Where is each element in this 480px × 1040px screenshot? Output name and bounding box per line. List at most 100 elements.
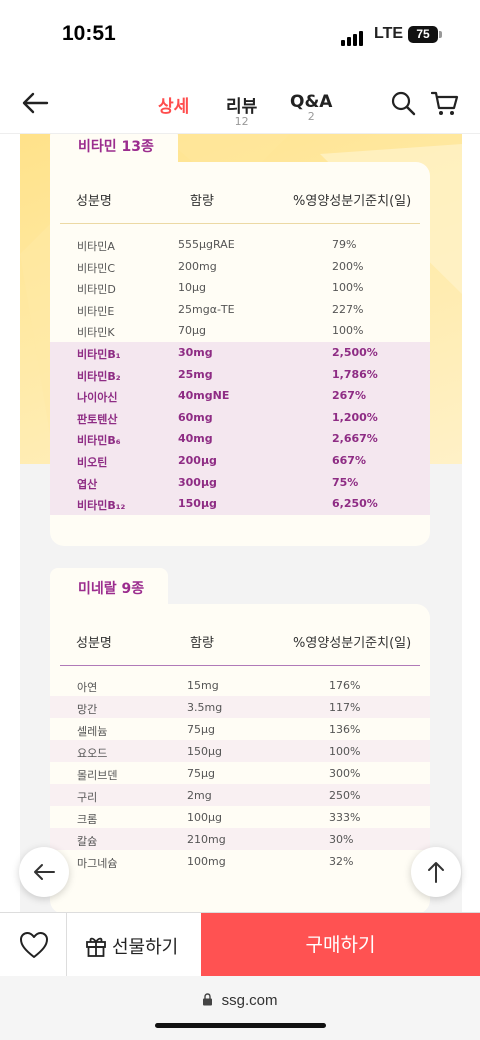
browser-url-bar[interactable]: ssg.com <box>0 976 480 1040</box>
buy-label: 구매하기 <box>305 934 376 956</box>
home-indicator[interactable] <box>155 1023 326 1028</box>
cell-percent: 250% <box>329 789 361 802</box>
cell-name: 비타민B₆ <box>77 434 121 448</box>
cell-percent: 176% <box>329 679 361 692</box>
table-row: 비타민B₂ 25mg 1,786% <box>50 363 430 386</box>
cell-amount: 75μg <box>187 767 215 780</box>
search-icon[interactable] <box>390 90 416 116</box>
vitamin-table-header: 성분명 함량 %영양성분기준치(일) <box>50 162 430 224</box>
table-row: 판토텐산 60mg 1,200% <box>50 406 430 429</box>
cell-amount: 210mg <box>187 833 226 846</box>
cell-name: 망간 <box>77 703 98 716</box>
mineral-section-tab: 미네랄 9종 <box>50 568 169 606</box>
cell-percent: 1,786% <box>332 367 378 381</box>
back-arrow-icon <box>34 864 55 880</box>
vitamin-table: 성분명 함량 %영양성분기준치(일) 비타민A 555μgRAE 79% 비타민C 20… <box>50 162 430 546</box>
cell-percent: 2,500% <box>332 345 378 359</box>
cell-percent: 2,667% <box>332 432 378 446</box>
buy-button[interactable]: 구매하기 <box>201 913 480 977</box>
cell-name: 마그네슘 <box>77 857 118 870</box>
signal-icon <box>341 27 365 46</box>
cell-name: 비타민D <box>77 283 116 297</box>
cell-percent: 136% <box>329 723 361 736</box>
cell-percent: 75% <box>332 475 359 489</box>
battery-icon: 75 <box>408 26 438 43</box>
gift-label: 선물하기 <box>112 937 179 958</box>
cell-amount: 75μg <box>187 723 215 736</box>
cell-name: 크롬 <box>77 813 98 826</box>
like-button[interactable] <box>0 913 67 977</box>
cell-amount: 30mg <box>178 345 213 359</box>
tab-qna[interactable]: Q&A 2 <box>290 92 332 123</box>
cell-amount: 100μg <box>187 811 222 824</box>
cell-name: 구리 <box>77 791 98 804</box>
cell-percent: 117% <box>329 701 361 714</box>
status-time: 10:51 <box>62 22 116 45</box>
vitamin-section-title: 비타민 13종 <box>78 139 154 155</box>
url-text: ssg.com <box>221 992 278 1009</box>
cell-name: 비타민B₂ <box>77 369 121 383</box>
cell-amount: 300μg <box>178 475 217 489</box>
table-row: 몰리브덴 75μg 300% <box>50 762 430 784</box>
col-header-percent: %영양성분기준치(일) <box>293 194 412 209</box>
col-header-amount: 함량 <box>190 194 214 209</box>
table-row: 비타민B₁ 30mg 2,500% <box>50 341 430 364</box>
url-display[interactable]: ssg.com <box>0 992 480 1009</box>
cell-amount: 15mg <box>187 679 219 692</box>
col-header-amount: 함량 <box>190 636 214 651</box>
gift-button[interactable]: 선물하기 <box>67 913 201 977</box>
table-row: 비타민B₁₂ 150μg 6,250% <box>50 493 430 515</box>
table-row: 마그네슘 100mg 32% <box>50 850 430 872</box>
tab-review-label: 리뷰 <box>226 97 258 117</box>
cart-icon[interactable] <box>430 90 459 116</box>
back-float-button[interactable] <box>19 847 69 897</box>
table-row: 칼슘 210mg 30% <box>50 828 430 850</box>
cell-name: 비타민B₁ <box>77 347 121 361</box>
top-nav: 상세 리뷰 12 Q&A 2 <box>0 70 480 134</box>
header-divider <box>60 223 420 224</box>
back-arrow-icon[interactable] <box>20 88 50 118</box>
cell-percent: 300% <box>329 767 361 780</box>
cell-amount: 40mg <box>178 432 213 446</box>
table-row: 아연 15mg 176% <box>50 674 430 696</box>
cell-name: 비타민C <box>77 261 116 275</box>
mineral-table-body: 아연 15mg 176% 망간 3.5mg 117% 셀레늄 75μg 136% 요오드 150μg… <box>50 674 430 872</box>
cell-percent: 6,250% <box>332 497 378 511</box>
cell-name: 비타민B₁₂ <box>77 499 126 513</box>
cell-amount: 150μg <box>187 745 222 758</box>
cell-percent: 1,200% <box>332 410 378 424</box>
vitamin-section-tab: 비타민 13종 <box>50 134 178 162</box>
cell-name: 셀레늄 <box>77 725 108 738</box>
table-row: 나이아신 40mgNE 267% <box>50 385 430 407</box>
tab-review[interactable]: 리뷰 12 <box>226 92 257 128</box>
table-row: 셀레늄 75μg 136% <box>50 718 430 740</box>
table-row: 엽산 300μg 75% <box>50 471 430 494</box>
cell-percent: 100% <box>332 324 364 338</box>
table-row: 비타민B₆ 40mg 2,667% <box>50 428 430 450</box>
cell-name: 칼슘 <box>77 835 98 848</box>
cell-amount: 100mg <box>187 855 226 868</box>
cell-name: 판토텐산 <box>77 412 118 426</box>
status-bar: 10:51 LTE 75 <box>0 0 480 70</box>
cell-name: 몰리브덴 <box>77 769 118 782</box>
table-row: 구리 2mg 250% <box>50 784 430 806</box>
table-row: 망간 3.5mg 117% <box>50 696 430 718</box>
cell-percent: 267% <box>332 389 366 403</box>
cell-amount: 10μg <box>178 281 206 295</box>
gift-icon <box>86 937 106 957</box>
table-row: 비타민A 555μgRAE 79% <box>50 234 430 256</box>
cell-amount: 2mg <box>187 789 212 802</box>
tab-detail[interactable]: 상세 <box>158 92 189 117</box>
tab-qna-label: Q&A <box>290 92 333 112</box>
mineral-section-title: 미네랄 9종 <box>78 581 145 597</box>
cell-percent: 30% <box>329 833 354 846</box>
cell-percent: 32% <box>329 855 354 868</box>
scroll-top-button[interactable] <box>411 847 461 897</box>
cell-percent: 100% <box>332 281 364 295</box>
product-detail-content[interactable]: 비타민 13종 성분명 함량 %영양성분기준치(일) 비타민A 555μgRAE 7… <box>20 134 462 912</box>
network-label: LTE <box>374 25 404 42</box>
cell-name: 아연 <box>77 681 98 694</box>
mineral-table: 성분명 함량 %영양성분기준치(일) 아연 15mg 176% 망간 3.5mg 117%… <box>50 604 430 912</box>
qna-count: 2 <box>307 110 315 123</box>
cell-name: 나이아신 <box>77 391 118 405</box>
